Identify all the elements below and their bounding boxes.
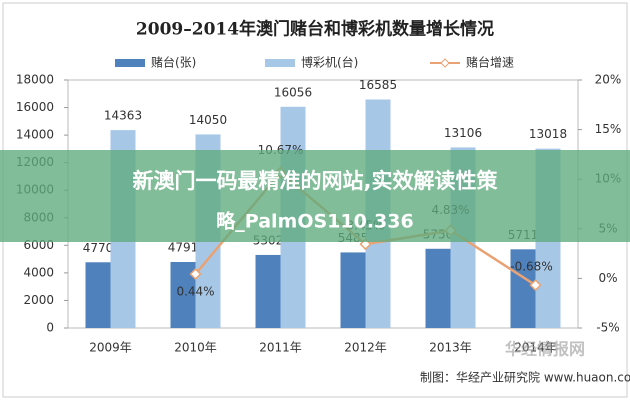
y2-tick-label: -5% bbox=[596, 321, 619, 335]
value-label: 16056 bbox=[274, 85, 312, 99]
value-label: 4770 bbox=[83, 241, 114, 255]
value-label: 0.44% bbox=[176, 285, 214, 299]
chart-title: 2009–2014年澳门赌台和博彩机数量增长情况 bbox=[136, 19, 494, 40]
x-tick-label: 2013年 bbox=[429, 341, 472, 355]
source: 制图：华经产业研究院 www.huaon.com bbox=[420, 370, 630, 385]
legend-swatch bbox=[265, 59, 295, 67]
line-marker bbox=[189, 267, 202, 281]
value-label: 4791 bbox=[168, 240, 199, 254]
x-tick-label: 2012年 bbox=[344, 341, 387, 355]
y-tick-label: 14000 bbox=[16, 128, 54, 142]
legend-swatch bbox=[115, 59, 145, 67]
y-tick-label: 18000 bbox=[16, 73, 54, 87]
y2-tick-label: 20% bbox=[595, 73, 622, 87]
value-label: 13106 bbox=[444, 126, 482, 140]
x-tick-label: 2009年 bbox=[89, 341, 132, 355]
legend-label: 赌台增速 bbox=[466, 55, 514, 70]
y2-tick-label: 0% bbox=[598, 271, 617, 285]
legend-label: 博彩机(台) bbox=[301, 55, 358, 70]
banner-text: 新澳门一码最精准的网站,实效解读性策 bbox=[133, 169, 499, 193]
y-tick-label: 4000 bbox=[23, 265, 54, 279]
banner-band bbox=[0, 150, 630, 242]
legend-swatch bbox=[440, 58, 450, 68]
legend-label: 赌台(张) bbox=[151, 55, 196, 70]
y-tick-label: 2000 bbox=[23, 293, 54, 307]
x-tick-label: 2010年 bbox=[174, 341, 217, 355]
line-marker bbox=[529, 279, 542, 292]
watermark: 华经情报网 bbox=[505, 340, 585, 359]
bar bbox=[85, 262, 111, 328]
y-tick-label: 0 bbox=[46, 321, 54, 335]
bar bbox=[425, 248, 451, 328]
y2-tick-label: 15% bbox=[595, 122, 622, 136]
y-tick-label: 16000 bbox=[16, 100, 54, 114]
x-tick-label: 2011年 bbox=[259, 341, 302, 355]
bar bbox=[510, 249, 536, 328]
value-label: 14363 bbox=[104, 109, 142, 123]
x-tick-label: 2014年 bbox=[514, 341, 557, 355]
value-label: -0.68% bbox=[510, 260, 552, 274]
value-label: 14050 bbox=[189, 113, 227, 127]
value-label: 16585 bbox=[359, 78, 397, 92]
bar bbox=[255, 254, 281, 328]
value-label: 13018 bbox=[529, 127, 567, 141]
banner-text: 略_PalmOS110.336 bbox=[216, 210, 413, 233]
bar bbox=[340, 252, 366, 328]
